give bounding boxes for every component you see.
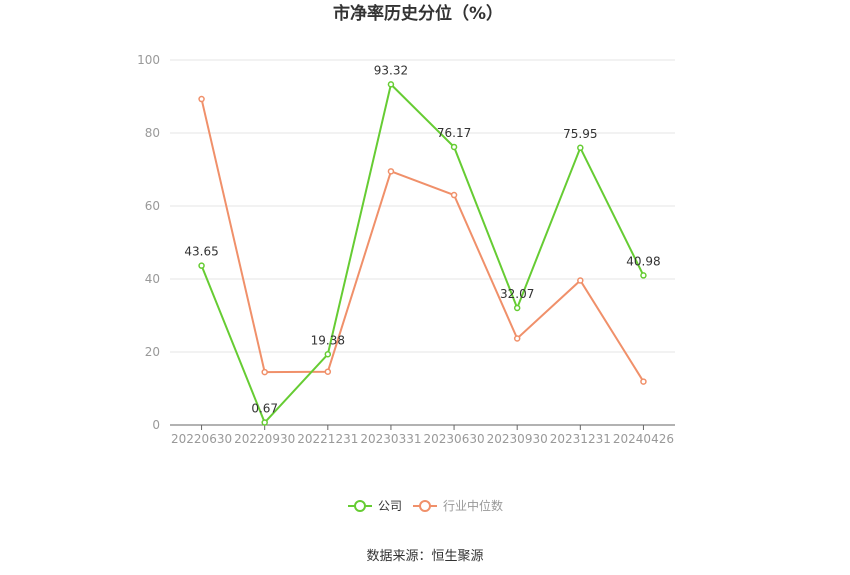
legend-marker-company bbox=[354, 500, 366, 512]
y-axis-ticks: 0 20 40 60 80 100 bbox=[137, 53, 160, 432]
data-label-company: 76.17 bbox=[437, 126, 471, 140]
data-point-industry-median[interactable] bbox=[198, 95, 205, 103]
data-label-company: 40.98 bbox=[626, 254, 660, 268]
data-point-industry-median[interactable] bbox=[324, 368, 332, 375]
x-tick-label: 20231231 bbox=[550, 432, 611, 446]
data-point-company[interactable] bbox=[198, 262, 205, 269]
data-point-company[interactable] bbox=[450, 143, 458, 151]
x-tick-label: 20221231 bbox=[297, 432, 358, 446]
data-label-company: 32.07 bbox=[500, 287, 534, 301]
x-tick-label: 20230930 bbox=[487, 432, 548, 446]
legend-item-company[interactable]: 公司 bbox=[348, 499, 402, 513]
data-point-industry-median[interactable] bbox=[450, 191, 458, 199]
legend-label-industry-median: 行业中位数 bbox=[443, 498, 503, 513]
legend-item-industry-median[interactable]: 行业中位数 bbox=[413, 498, 503, 513]
data-label-company: 0.67 bbox=[251, 402, 278, 416]
chart-title: 市净率历史分位（%） bbox=[333, 3, 503, 24]
x-tick-label: 20240426 bbox=[613, 432, 674, 446]
series-lines bbox=[198, 81, 647, 426]
data-source-note: 数据来源：恒生聚源 bbox=[366, 549, 483, 564]
data-point-company[interactable] bbox=[577, 144, 584, 152]
y-tick-label: 0 bbox=[152, 418, 160, 432]
data-point-company[interactable] bbox=[640, 272, 647, 279]
data-labels: 43.65 0.67 19.38 93.32 76.17 32.07 75.95 40.98 bbox=[184, 63, 660, 415]
y-tick-label: 20 bbox=[145, 345, 160, 359]
data-point-industry-median[interactable] bbox=[577, 277, 584, 284]
data-point-industry-median[interactable] bbox=[513, 335, 521, 342]
data-point-company[interactable] bbox=[324, 351, 332, 358]
data-label-company: 19.38 bbox=[311, 333, 345, 347]
data-point-company[interactable] bbox=[387, 81, 395, 88]
y-tick-label: 100 bbox=[137, 53, 160, 67]
data-label-company: 43.65 bbox=[184, 245, 218, 259]
data-point-company[interactable] bbox=[513, 304, 521, 312]
data-point-company[interactable] bbox=[261, 419, 268, 426]
grid-lines bbox=[170, 59, 675, 353]
series-line-company bbox=[200, 82, 645, 425]
data-label-company: 93.32 bbox=[374, 63, 408, 77]
legend-label-company: 公司 bbox=[378, 499, 402, 513]
data-label-company: 75.95 bbox=[563, 127, 597, 141]
x-tick-label: 20230331 bbox=[360, 432, 421, 446]
y-tick-label: 60 bbox=[145, 199, 160, 213]
legend[interactable]: 公司 行业中位数 bbox=[348, 498, 503, 513]
y-tick-label: 40 bbox=[145, 272, 160, 286]
data-point-industry-median[interactable] bbox=[640, 378, 647, 385]
x-tick-label: 20230630 bbox=[424, 432, 485, 446]
x-axis-ticks: 20220630 20220930 20221231 20230331 20230630… bbox=[171, 425, 674, 446]
y-tick-label: 80 bbox=[145, 126, 160, 140]
data-point-industry-median[interactable] bbox=[387, 168, 395, 175]
series-line-industry-median bbox=[200, 98, 645, 383]
x-tick-label: 20220930 bbox=[234, 432, 295, 446]
legend-marker-industry-median bbox=[419, 500, 431, 512]
x-tick-label: 20220630 bbox=[171, 432, 232, 446]
data-point-industry-median[interactable] bbox=[261, 368, 268, 376]
